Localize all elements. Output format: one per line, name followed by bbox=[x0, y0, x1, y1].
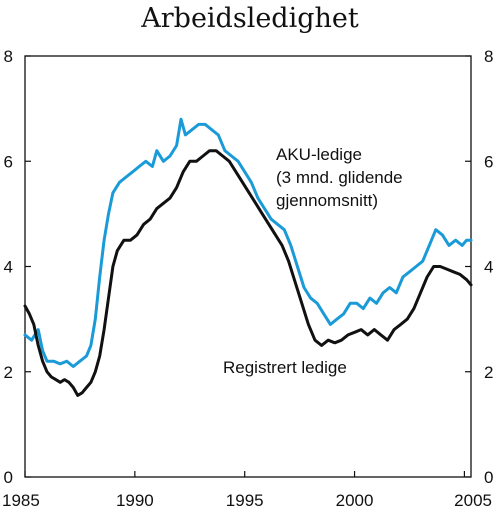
annotation-aku-line1: AKU-ledige bbox=[276, 145, 362, 164]
x-tick-label: 1985 bbox=[2, 491, 40, 510]
x-tick-label: 1990 bbox=[116, 491, 154, 510]
series-line-aku bbox=[23, 117, 473, 368]
y-tick-label-right: 2 bbox=[484, 363, 493, 382]
annotation-registrert: Registrert ledige bbox=[223, 358, 347, 377]
plot-frame bbox=[24, 55, 472, 478]
annotation-aku-line3: gjennomsnitt) bbox=[276, 191, 378, 210]
y-tick-label-left: 4 bbox=[4, 258, 13, 277]
annotation-aku-line2: (3 mnd. glidende bbox=[276, 168, 403, 187]
annotation-layer: AKU-ledige (3 mnd. glidende gjennomsnitt… bbox=[223, 145, 403, 377]
y-tick-label-left: 6 bbox=[4, 152, 13, 171]
x-tick-label: 2005 bbox=[454, 491, 492, 510]
chart-title: Arbeidsledighet bbox=[140, 3, 359, 34]
y-tick-label-left: 2 bbox=[4, 363, 13, 382]
x-tick-label: 1995 bbox=[226, 491, 264, 510]
y-tick-label-left: 8 bbox=[4, 47, 13, 66]
y-tick-label-right: 8 bbox=[484, 47, 493, 66]
x-tick-label: 2000 bbox=[336, 491, 374, 510]
series-line-registrert bbox=[23, 149, 473, 397]
y-tick-label-right: 0 bbox=[484, 468, 493, 487]
y-tick-label-right: 6 bbox=[484, 152, 493, 171]
series-layer bbox=[23, 117, 473, 397]
y-tick-label-left: 0 bbox=[4, 468, 13, 487]
y-tick-label-right: 4 bbox=[484, 258, 493, 277]
ticks-layer: 0 0 2 2 4 4 6 6 8 8 1985 1990 1995 2000 2005 bbox=[2, 47, 493, 510]
